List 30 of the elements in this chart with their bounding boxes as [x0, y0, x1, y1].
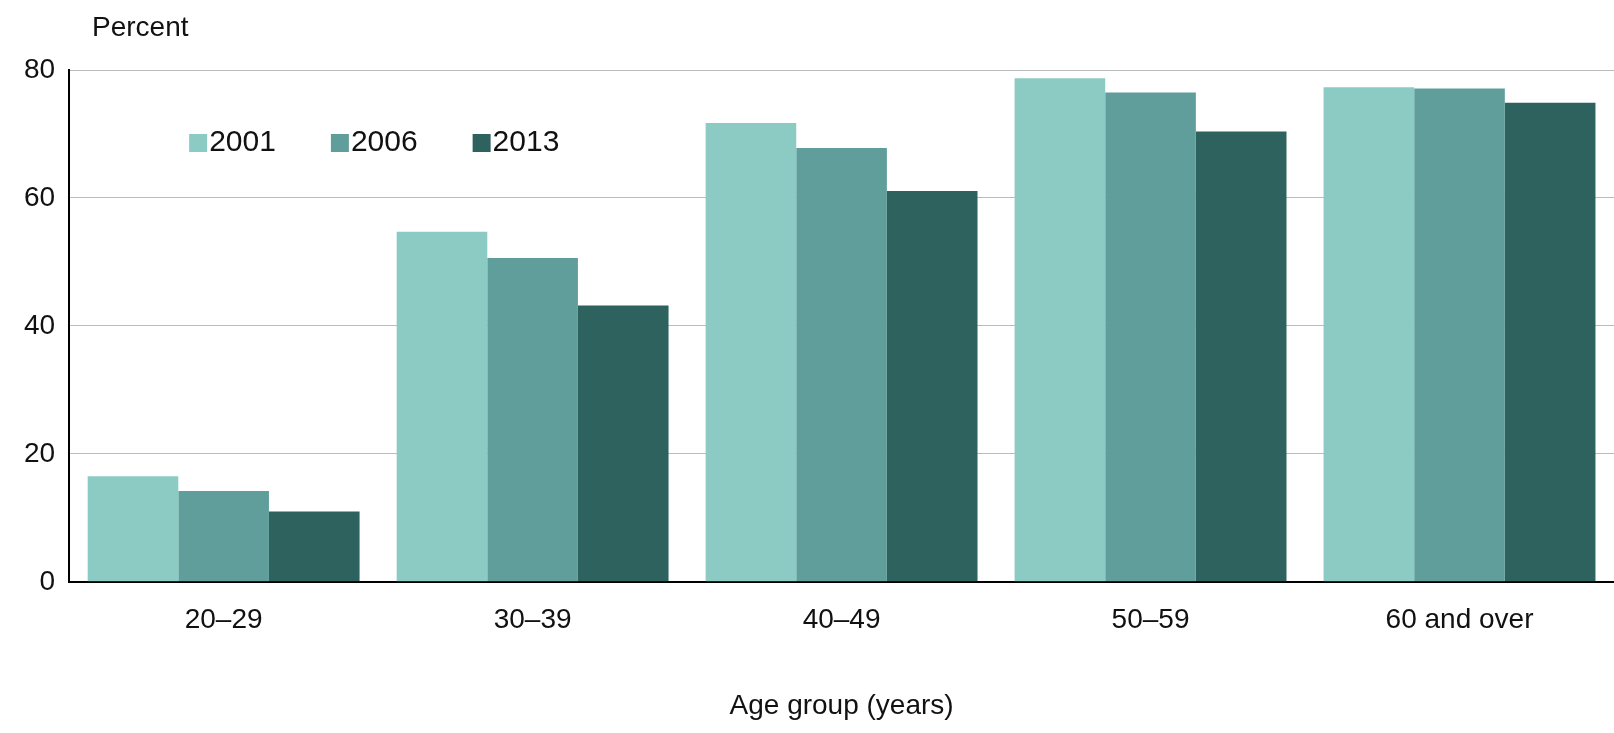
x-tick-label: 20–29	[184, 603, 263, 635]
bar	[1323, 87, 1415, 582]
x-tick-label: 50–59	[1111, 603, 1190, 635]
y-tick-label: 0	[39, 564, 56, 596]
y-tick-label: 80	[23, 52, 56, 84]
bar	[268, 511, 360, 582]
bar	[886, 190, 978, 582]
y-axis-title: Percent	[92, 10, 189, 42]
bar	[178, 490, 269, 582]
x-tick-label: 30–39	[493, 603, 572, 635]
bar	[1105, 92, 1196, 582]
bar	[87, 476, 179, 582]
bar	[796, 148, 887, 582]
bar	[1504, 102, 1596, 582]
y-tick-label: 40	[23, 308, 56, 340]
bar	[1195, 131, 1287, 582]
bar	[487, 258, 578, 582]
legend-label: 2013	[492, 124, 560, 158]
x-axis-title: Age group (years)	[729, 688, 954, 720]
x-tick-label: 60 and over	[1385, 603, 1534, 635]
bar	[577, 305, 669, 582]
bar	[1414, 88, 1505, 582]
y-tick-label: 60	[23, 180, 56, 212]
bar	[1014, 78, 1106, 582]
bar	[705, 123, 797, 582]
x-tick-label: 40–49	[802, 603, 881, 635]
legend-label: 2001	[209, 124, 276, 158]
legend-label: 2006	[350, 124, 418, 158]
bar	[396, 231, 488, 582]
y-tick-label: 20	[23, 436, 56, 468]
